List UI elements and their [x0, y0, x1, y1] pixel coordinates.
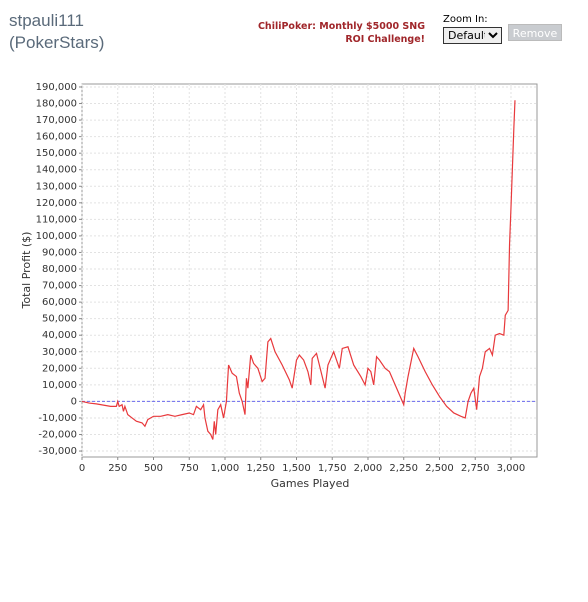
zoom-label: Zoom In: [443, 14, 488, 25]
y-tick-label: -30,000 [38, 446, 77, 457]
y-tick-label: 10,000 [42, 380, 77, 391]
y-tick-label: 170,000 [36, 115, 77, 126]
y-tick-label: 140,000 [36, 165, 77, 176]
x-tick-label: 1,500 [282, 463, 311, 474]
x-axis-label: Games Played [271, 477, 350, 489]
y-tick-label: 120,000 [36, 198, 77, 209]
y-tick-label: 0 [71, 396, 77, 407]
x-tick-label: 1,250 [246, 463, 275, 474]
y-tick-label: 190,000 [36, 82, 77, 93]
y-tick-label: 100,000 [36, 231, 77, 242]
plot-area [81, 83, 538, 458]
y-tick-label: 30,000 [42, 347, 77, 358]
y-tick-label: 180,000 [36, 99, 77, 110]
x-tick-label: 1,750 [318, 463, 347, 474]
y-tick-label: 150,000 [36, 148, 77, 159]
y-tick-label: -20,000 [38, 429, 77, 440]
y-tick-label: 90,000 [42, 247, 77, 258]
user-name: stpauli111 [9, 11, 84, 30]
x-tick-label: 3,000 [497, 463, 526, 474]
y-axis-label: Total Profit ($) [20, 232, 33, 310]
x-tick-label: 0 [79, 463, 85, 474]
x-tick-label: 2,500 [425, 463, 454, 474]
profit-line [81, 100, 516, 440]
zoom-select[interactable]: Default [443, 27, 502, 44]
x-tick-label: 250 [108, 463, 127, 474]
x-tick-label: 750 [180, 463, 199, 474]
y-tick-label: 130,000 [36, 181, 77, 192]
site-name: (PokerStars) [9, 33, 105, 52]
y-tick-label: 110,000 [36, 214, 77, 225]
x-tick-label: 500 [144, 463, 163, 474]
x-tick-label: 1,000 [211, 463, 240, 474]
y-tick-label: 60,000 [42, 297, 77, 308]
y-tick-label: 80,000 [42, 264, 77, 275]
x-tick-label: 2,750 [461, 463, 490, 474]
y-tick-label: 40,000 [42, 330, 77, 341]
y-tick-label: 50,000 [42, 314, 77, 325]
y-tick-label: 160,000 [36, 132, 77, 143]
y-tick-label: -10,000 [38, 413, 77, 424]
promo-link[interactable]: ChiliPoker: Monthly $5000 SNG ROI Challe… [257, 21, 425, 45]
x-tick-label: 2,250 [389, 463, 418, 474]
x-tick-label: 2,000 [354, 463, 383, 474]
header-title: stpauli111 (PokerStars) [9, 10, 104, 54]
y-tick-label: 70,000 [42, 281, 77, 292]
chart: Total Profit ($) Games Played -30,000 -20… [20, 82, 538, 489]
remove-button[interactable]: Remove [508, 24, 562, 41]
zoom-control: Zoom In: Default [443, 14, 502, 44]
y-tick-label: 20,000 [42, 363, 77, 374]
